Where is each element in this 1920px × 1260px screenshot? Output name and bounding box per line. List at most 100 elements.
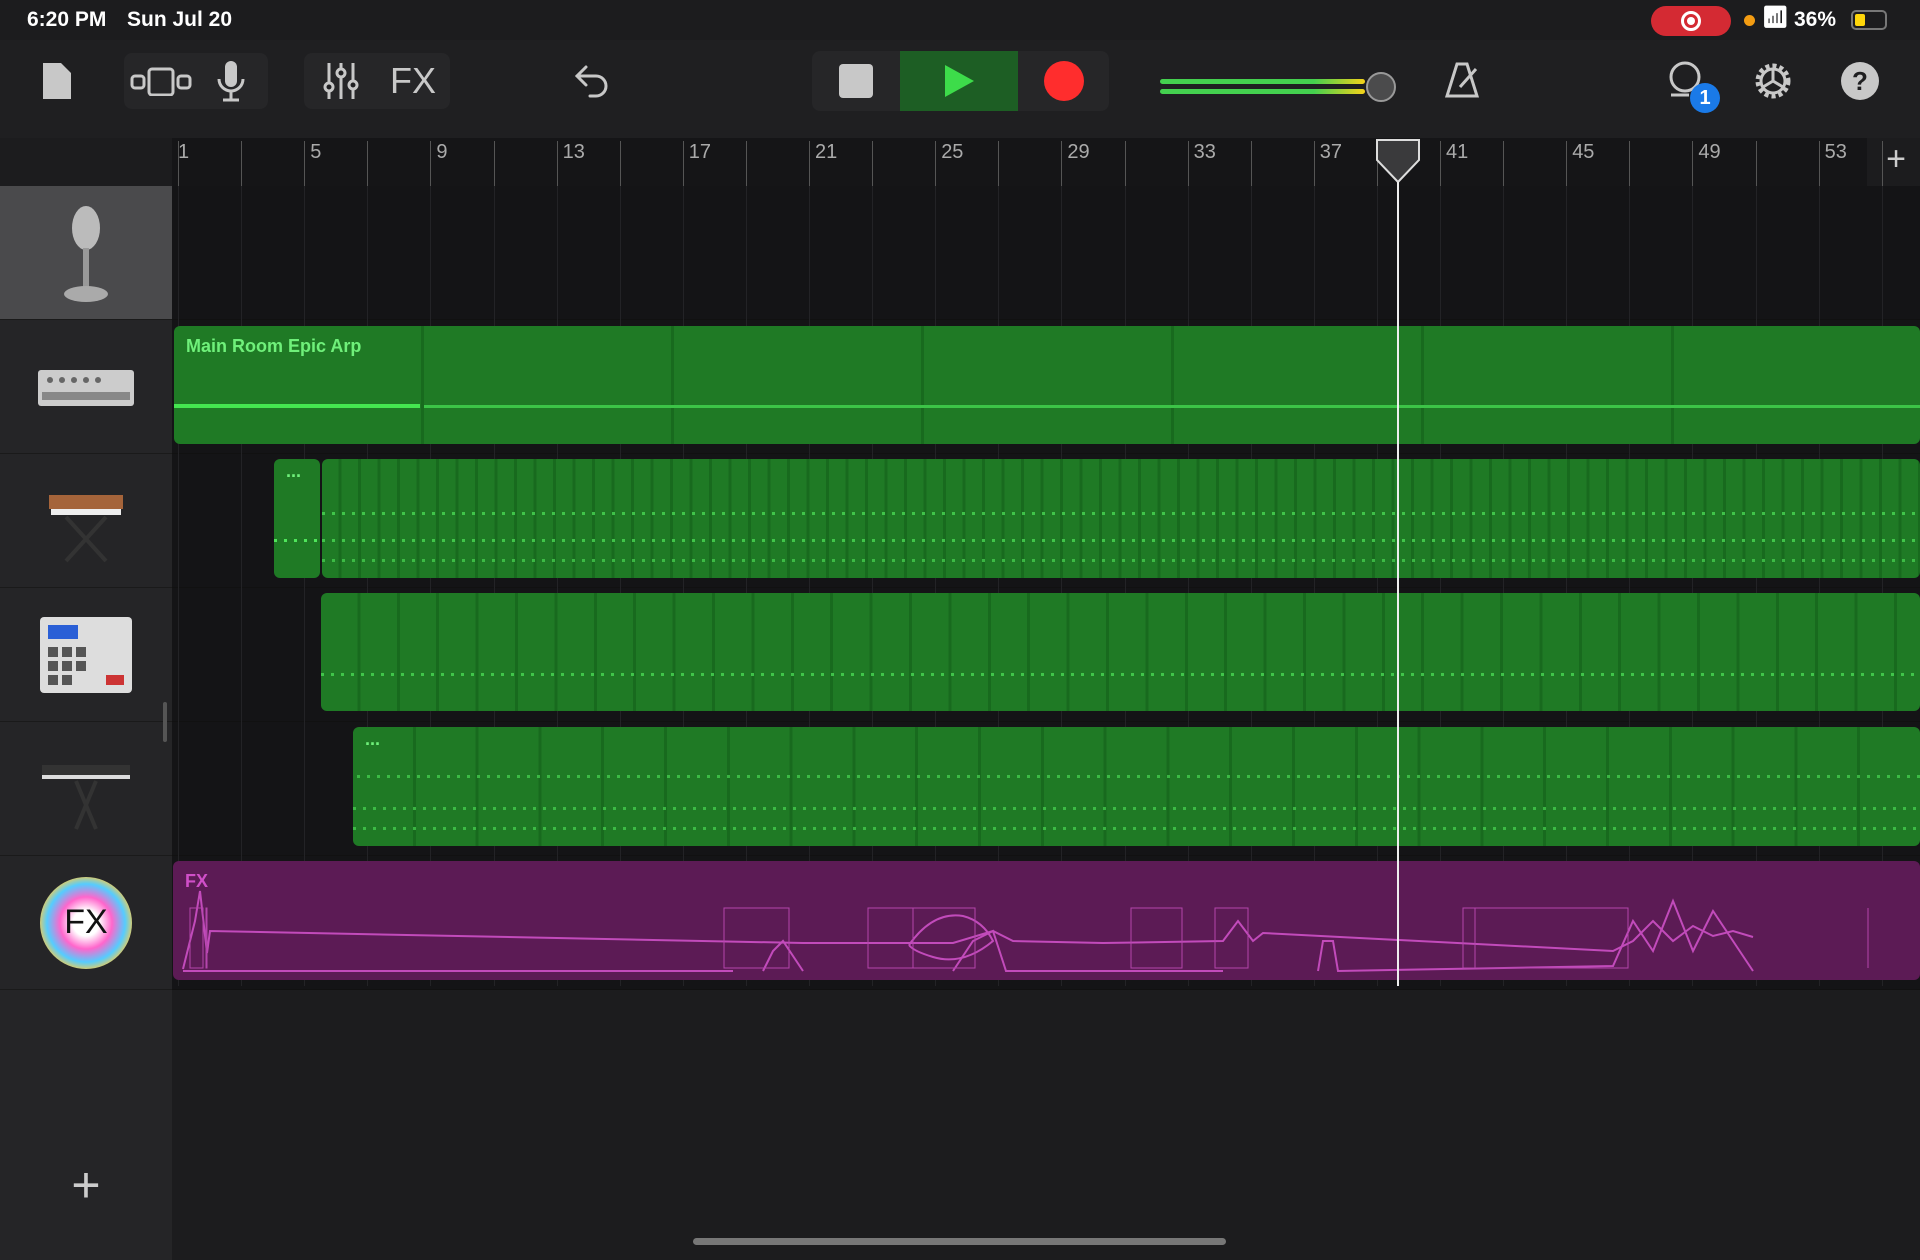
region-fx-automation[interactable]: FX [173, 861, 1920, 980]
ruler-tick [1566, 141, 1568, 186]
ruler-tick [1313, 141, 1315, 186]
ruler-tick [1629, 141, 1631, 186]
ruler-tick [682, 141, 684, 186]
track-header-resize-handle[interactable] [163, 702, 167, 742]
region-main-room-epic-arp[interactable]: Main Room Epic Arp [174, 326, 1920, 444]
grid-line [619, 186, 621, 986]
grid-line [1818, 186, 1820, 986]
record-button[interactable] [1018, 51, 1109, 111]
ruler-tick [1250, 141, 1252, 186]
fx-button[interactable]: FX [389, 60, 436, 101]
add-section-button[interactable]: + [1886, 140, 1906, 178]
ruler-tick [1124, 141, 1126, 186]
region-beat-sequencer[interactable] [321, 593, 1920, 711]
ruler-bar-label: 1 [178, 141, 190, 163]
ruler-bar-label: 49 [1698, 141, 1721, 163]
loop-browser-icon [1669, 61, 1701, 97]
ruler-tick [1187, 141, 1189, 186]
grid-line [1187, 186, 1189, 986]
stop-button[interactable] [812, 51, 900, 111]
notification-badge: 1 [1690, 83, 1720, 113]
ruler-bar-label: 9 [436, 141, 448, 163]
grid-line [367, 186, 369, 986]
master-volume-slider[interactable] [1160, 72, 1396, 104]
grid-line [178, 186, 179, 986]
track-header-fx[interactable]: FX [0, 856, 172, 990]
playhead-handle[interactable] [1375, 138, 1421, 184]
mixer-sliders-icon [323, 63, 359, 99]
screen-record-icon[interactable] [1651, 6, 1731, 36]
track-header-drum-machine[interactable] [0, 320, 172, 454]
ruler-tick [809, 141, 810, 186]
playhead-line[interactable] [1397, 182, 1399, 986]
microphone-instrument-icon [64, 205, 108, 302]
track-header-audio-recorder[interactable] [0, 186, 172, 320]
metronome-icon [1444, 62, 1480, 98]
region-synth-intro[interactable]: ... [274, 459, 320, 578]
ruler-bar-label: 25 [941, 141, 964, 163]
play-button[interactable] [900, 51, 1018, 111]
grid-line [1313, 186, 1315, 986]
ruler-tick [1061, 141, 1063, 186]
fx-automation-curves [182, 890, 1869, 973]
drum-machine-icon [38, 369, 134, 406]
help-icon: ? [1841, 62, 1879, 100]
region-label: FX [185, 871, 209, 891]
ruler-bar-label: 37 [1319, 141, 1343, 163]
grid-line [1503, 186, 1505, 986]
ruler-tick [304, 141, 306, 186]
mixer-button[interactable] [306, 53, 376, 109]
region-synth-loop[interactable] [322, 459, 1920, 578]
help-button[interactable]: ? [1825, 53, 1895, 109]
ruler-tick [1818, 141, 1820, 186]
ruler-bar-label: 41 [1446, 141, 1469, 163]
grid-line [1061, 186, 1063, 986]
fx-track-icon: FX [40, 876, 132, 969]
home-indicator[interactable] [693, 1238, 1226, 1245]
tracks-view-button[interactable] [126, 53, 196, 109]
grid-line [1629, 186, 1631, 986]
grid-line [1376, 186, 1378, 986]
microphone-button[interactable] [196, 53, 266, 109]
ruler-tick [1440, 141, 1441, 186]
ruler-bar-label: 5 [310, 141, 322, 163]
status-date: Sun Jul 20 [127, 8, 233, 31]
add-track-button[interactable]: + [71, 1157, 101, 1213]
ruler-tick [1755, 141, 1757, 186]
battery-percent: 36% [1794, 8, 1837, 31]
metronome-button[interactable] [1428, 53, 1498, 109]
track-lane-audio-recorder[interactable] [172, 186, 1920, 320]
track-header-beat-sequencer[interactable] [0, 588, 172, 722]
grid-line [998, 186, 1000, 986]
ruler-tick [493, 141, 495, 186]
transport-controls [812, 51, 1109, 111]
view-group [124, 53, 268, 109]
status-bar: 6:20 PM Sun Jul 20 📶︎ 36% [0, 0, 1920, 40]
timeline-ruler[interactable]: 1 5 9 13 17 21 25 29 33 37 41 45 49 53 [172, 138, 1883, 186]
ruler-tick [998, 141, 1000, 186]
track-header-synth[interactable] [0, 454, 172, 588]
ruler-bar-label: 53 [1824, 141, 1847, 163]
ruler-bar-label: 17 [688, 141, 712, 163]
battery-icon [1851, 10, 1887, 30]
status-time: 6:20 PM [27, 8, 107, 31]
beat-sequencer-icon [40, 616, 132, 693]
ruler-bar-label: 33 [1193, 141, 1216, 163]
undo-button[interactable] [557, 53, 627, 109]
volume-knob[interactable] [1366, 72, 1396, 102]
ruler-tick [1503, 141, 1505, 186]
my-songs-button[interactable] [22, 53, 92, 109]
ruler-bar-label: 13 [562, 141, 585, 163]
toolbar: FX 1 ? [0, 40, 1920, 138]
region-keyboard[interactable]: ... [353, 727, 1920, 846]
grid-line [493, 186, 495, 986]
microphone-icon [217, 61, 245, 102]
loops-button[interactable]: 1 [1650, 53, 1720, 113]
ruler-tick [935, 141, 937, 186]
ruler-tick [430, 141, 432, 186]
grid-line [745, 186, 747, 986]
privacy-indicator-icon [1744, 15, 1755, 26]
region-label: ... [365, 729, 381, 749]
track-header-keyboard[interactable] [0, 722, 172, 856]
settings-button[interactable] [1738, 53, 1808, 109]
